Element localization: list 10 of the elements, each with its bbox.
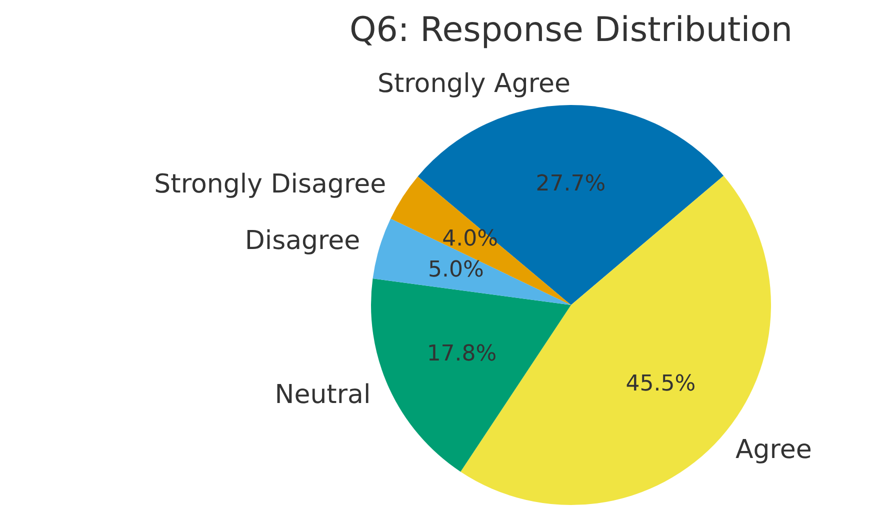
- slice-label: Strongly Disagree: [154, 170, 386, 200]
- slice-label: Disagree: [244, 226, 360, 256]
- slice-label: Agree: [735, 434, 812, 465]
- slice-label: Neutral: [274, 380, 371, 410]
- data-label: 17.8%: [426, 341, 497, 366]
- chart-title: Q6: Response Distribution: [349, 10, 793, 50]
- data-label: 5.0%: [428, 257, 484, 282]
- data-label: 45.5%: [626, 371, 696, 396]
- data-label: 27.7%: [536, 172, 606, 197]
- slice-label: Strongly Agree: [377, 68, 570, 99]
